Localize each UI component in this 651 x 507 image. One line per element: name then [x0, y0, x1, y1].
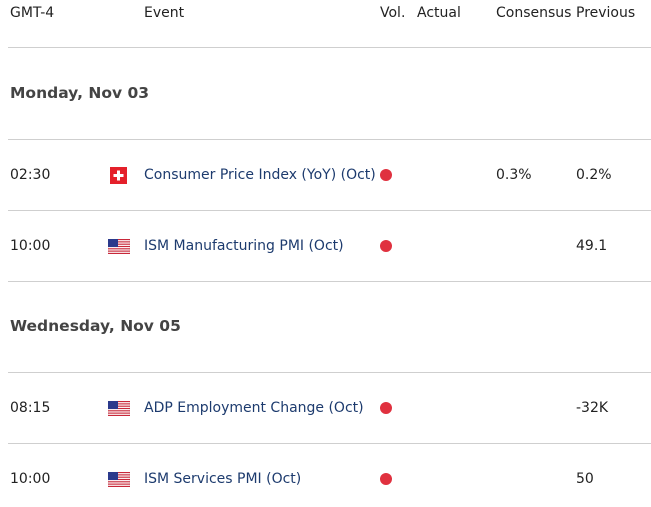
- volatility-dot: [380, 473, 392, 485]
- flag-part: [108, 478, 130, 481]
- flag-part: [108, 405, 130, 407]
- header-consensus: Consensus: [496, 5, 572, 21]
- date-heading: Wednesday, Nov 05: [10, 317, 181, 335]
- event[interactable]: ISM Manufacturing PMI (Oct): [144, 238, 344, 254]
- flag-part: [108, 414, 130, 416]
- header-time: GMT-4: [10, 5, 55, 21]
- divider: [8, 372, 651, 373]
- flag-part: [108, 248, 130, 250]
- header-previous: Previous: [576, 5, 636, 21]
- divider: [8, 139, 651, 140]
- event[interactable]: ISM Services PMI (Oct): [144, 471, 302, 487]
- flag-part: [108, 483, 130, 485]
- flag-part: [108, 401, 130, 403]
- time: 08:15: [10, 400, 51, 416]
- divider: [8, 47, 651, 48]
- flag-part: [108, 407, 130, 410]
- flag-part: [108, 401, 118, 409]
- header-event: Event: [144, 5, 185, 21]
- flag-switzerland: [110, 167, 127, 184]
- event[interactable]: Consumer Price Index (YoY) (Oct): [144, 167, 376, 183]
- flag-part: [108, 481, 130, 483]
- flag-part: [108, 250, 130, 252]
- time: 02:30: [10, 167, 51, 183]
- volatility-dot: [380, 169, 392, 181]
- flag-part: [108, 239, 118, 247]
- volatility-dot: [380, 240, 392, 252]
- flag-us: [108, 401, 130, 416]
- previous: 0.2%: [576, 167, 612, 183]
- divider: [8, 443, 651, 444]
- header-actual: Actual: [417, 5, 461, 21]
- previous: -32K: [576, 400, 609, 416]
- flag-part: [108, 245, 130, 248]
- flag-us: [108, 239, 130, 254]
- divider: [8, 210, 651, 211]
- flag-part: [108, 239, 130, 241]
- divider: [8, 281, 651, 282]
- consensus: 0.3%: [496, 167, 532, 183]
- previous: 49.1: [576, 238, 608, 254]
- flag-part: [108, 472, 118, 480]
- event[interactable]: ADP Employment Change (Oct): [144, 400, 364, 416]
- flag-part: [108, 472, 130, 474]
- flag-part: [108, 412, 130, 414]
- flag-part: [108, 252, 130, 254]
- previous: 50: [576, 471, 594, 487]
- volatility-dot: [380, 402, 392, 414]
- date-heading: Monday, Nov 03: [10, 84, 150, 102]
- flag-part: [108, 243, 130, 245]
- header-vol: Vol.: [380, 5, 406, 21]
- time: 10:00: [10, 238, 51, 254]
- time: 10:00: [10, 471, 51, 487]
- flag-part: [108, 485, 130, 487]
- flag-part: [108, 476, 130, 478]
- flag-part: [108, 474, 130, 476]
- flag-part: [108, 241, 130, 243]
- flag-us: [108, 472, 130, 487]
- flag-part: [108, 403, 130, 405]
- flag-part: [108, 410, 130, 412]
